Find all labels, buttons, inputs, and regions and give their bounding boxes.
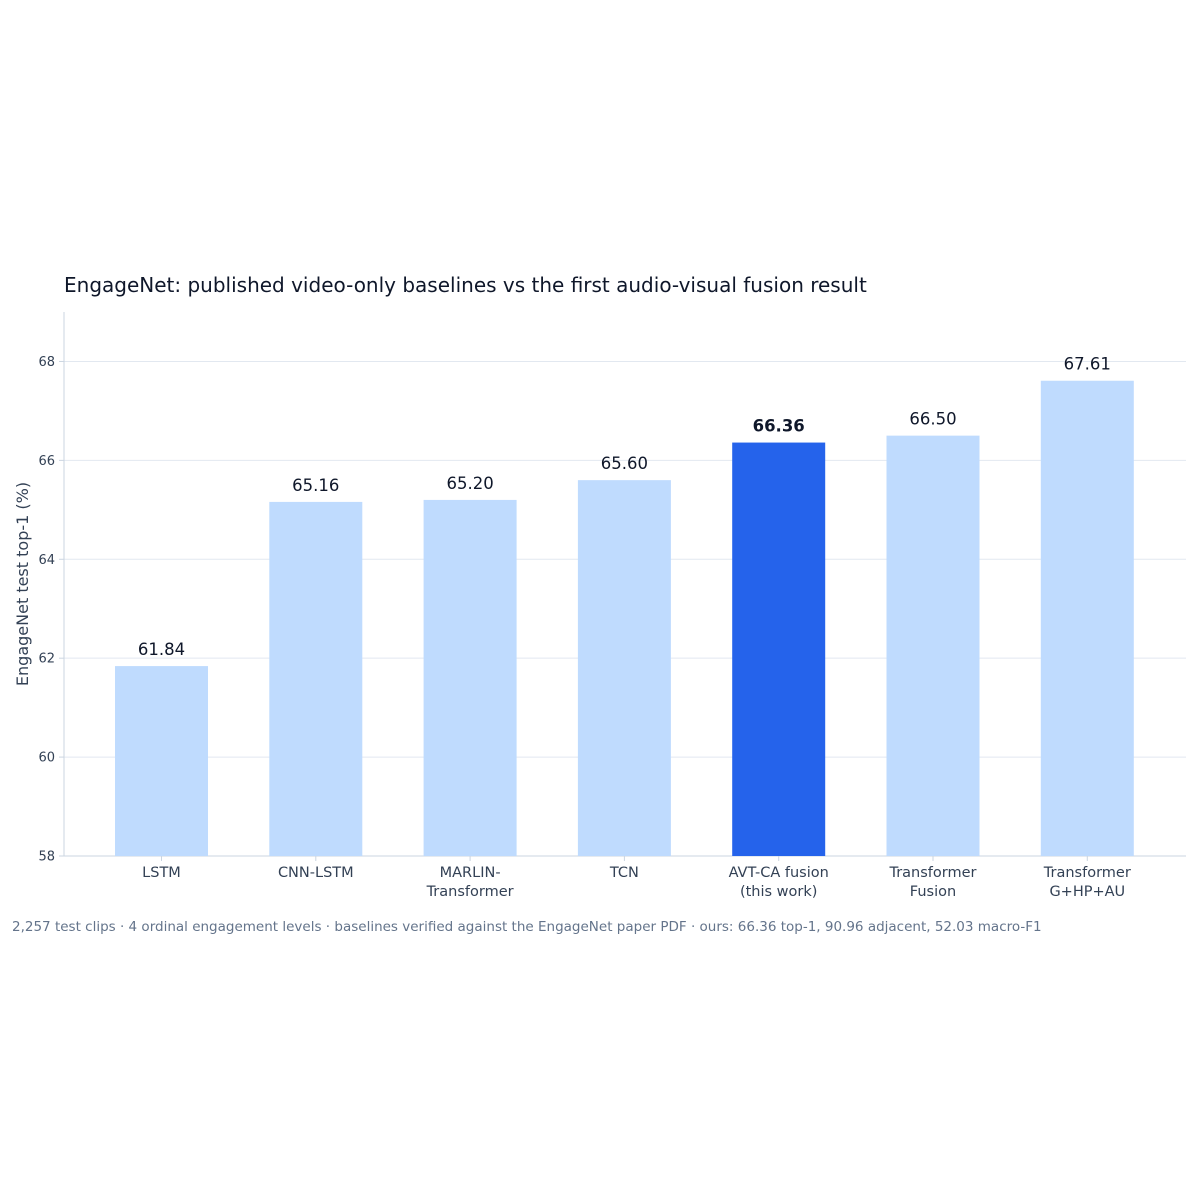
y-tick-label-66: 66 — [38, 454, 55, 469]
y-tick-label-64: 64 — [38, 553, 55, 568]
bar-4 — [732, 442, 826, 856]
y-axis-label: EngageNet test top-1 (%) — [13, 482, 32, 686]
value-label-1: 65.16 — [292, 476, 339, 495]
bar-0 — [115, 666, 208, 856]
labels: 58 60 62 64 66 68 61.84 LSTM 65.16 CNN-LSTM 65.20 M… — [38, 355, 1130, 900]
x-tick-label-0: LSTM — [142, 865, 181, 881]
y-tick-label-60: 60 — [38, 751, 55, 766]
x-tick-label-5-line-1: Fusion — [910, 884, 956, 900]
value-label-6: 67.61 — [1064, 355, 1111, 374]
value-label-4: 66.36 — [753, 417, 805, 436]
bar-6 — [1040, 380, 1134, 856]
x-tick-label-2-line-0: MARLIN- — [440, 865, 501, 881]
y-tick-label-62: 62 — [38, 652, 55, 667]
x-tick-label-1: CNN-LSTM — [278, 865, 354, 881]
x-tick-label-5-line-0: Transformer — [888, 865, 976, 881]
value-label-3: 65.60 — [601, 454, 648, 473]
chart-title: EngageNet: published video-only baseline… — [64, 273, 867, 297]
bar-5 — [886, 435, 980, 856]
chart-footnote: 2,257 test clips · 4 ordinal engagement … — [12, 919, 1042, 935]
x-tick-label-2-line-1: Transformer — [426, 884, 514, 900]
bars — [115, 380, 1134, 856]
y-tick-label-58: 58 — [38, 850, 55, 865]
x-tick-label-3: TCN — [609, 865, 639, 881]
x-tick-label-4-line-1: (this work) — [740, 884, 817, 900]
x-tick-label-4-line-0: AVT-CA fusion — [729, 865, 829, 881]
bar-1 — [269, 501, 363, 856]
y-tick-label-68: 68 — [38, 355, 55, 370]
value-label-0: 61.84 — [138, 640, 185, 659]
value-label-5: 66.50 — [909, 410, 956, 429]
bar-2 — [423, 499, 517, 856]
x-tick-label-6-line-0: Transformer — [1043, 865, 1131, 881]
value-label-2: 65.20 — [446, 474, 493, 493]
bar-3 — [577, 480, 671, 856]
x-tick-label-6-line-1: G+HP+AU — [1049, 884, 1125, 900]
